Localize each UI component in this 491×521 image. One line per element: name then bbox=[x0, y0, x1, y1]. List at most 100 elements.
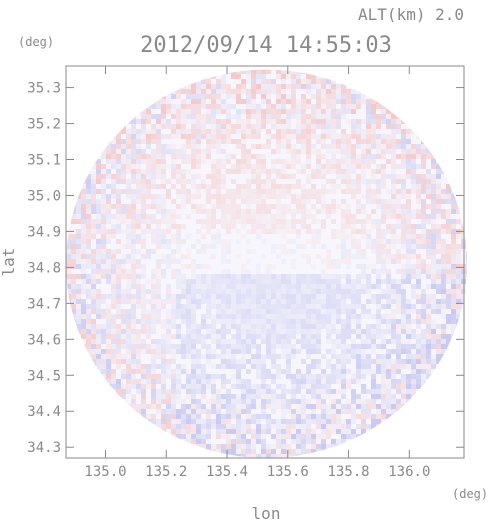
field-cell bbox=[441, 274, 446, 279]
field-cell bbox=[301, 339, 306, 344]
field-cell bbox=[206, 429, 211, 434]
field-cell bbox=[231, 349, 236, 354]
field-cell bbox=[371, 374, 376, 379]
field-cell bbox=[236, 299, 241, 304]
field-cell bbox=[436, 179, 441, 184]
field-cell bbox=[221, 429, 226, 434]
field-cell bbox=[166, 344, 171, 349]
field-cell bbox=[171, 109, 176, 114]
field-cell bbox=[181, 404, 186, 409]
field-cell bbox=[291, 104, 296, 109]
field-cell bbox=[306, 144, 311, 149]
field-cell bbox=[456, 309, 461, 314]
field-cell bbox=[126, 214, 131, 219]
field-cell bbox=[211, 239, 216, 244]
field-cell bbox=[266, 299, 271, 304]
field-cell bbox=[211, 219, 216, 224]
field-cell bbox=[141, 194, 146, 199]
field-cell bbox=[151, 159, 156, 164]
field-cell bbox=[251, 209, 256, 214]
field-cell bbox=[246, 279, 251, 284]
field-cell bbox=[261, 99, 266, 104]
field-cell bbox=[81, 184, 86, 189]
field-cell bbox=[141, 384, 146, 389]
field-cell bbox=[386, 364, 391, 369]
field-cell bbox=[321, 169, 326, 174]
field-cell bbox=[71, 264, 76, 269]
field-cell bbox=[256, 189, 261, 194]
field-cell bbox=[396, 384, 401, 389]
field-cell bbox=[141, 399, 146, 404]
field-cell bbox=[291, 209, 296, 214]
y-tick-label: 35.1 bbox=[27, 153, 61, 169]
field-cell bbox=[426, 189, 431, 194]
field-cell bbox=[266, 184, 271, 189]
field-cell bbox=[371, 159, 376, 164]
field-cell bbox=[136, 364, 141, 369]
field-cell bbox=[341, 214, 346, 219]
field-cell bbox=[231, 344, 236, 349]
field-cell bbox=[271, 334, 276, 339]
field-cell bbox=[81, 304, 86, 309]
field-cell bbox=[256, 434, 261, 439]
field-cell bbox=[216, 219, 221, 224]
field-cell bbox=[101, 349, 106, 354]
field-cell bbox=[326, 314, 331, 319]
field-cell bbox=[451, 219, 456, 224]
field-cell bbox=[191, 419, 196, 424]
field-cell bbox=[416, 379, 421, 384]
field-cell bbox=[271, 299, 276, 304]
field-cell bbox=[211, 274, 216, 279]
field-cell bbox=[436, 199, 441, 204]
field-cell bbox=[406, 379, 411, 384]
field-cell bbox=[126, 244, 131, 249]
field-cell bbox=[351, 254, 356, 259]
field-cell bbox=[356, 299, 361, 304]
field-cell bbox=[381, 199, 386, 204]
field-cell bbox=[271, 324, 276, 329]
field-cell bbox=[96, 359, 101, 364]
field-cell bbox=[176, 134, 181, 139]
field-cell bbox=[306, 274, 311, 279]
field-cell bbox=[351, 189, 356, 194]
field-cell bbox=[76, 194, 81, 199]
field-cell bbox=[226, 329, 231, 334]
field-cell bbox=[201, 364, 206, 369]
field-cell bbox=[146, 104, 151, 109]
field-cell bbox=[371, 414, 376, 419]
field-cell bbox=[281, 304, 286, 309]
field-cell bbox=[171, 239, 176, 244]
field-cell bbox=[336, 439, 341, 444]
field-cell bbox=[371, 324, 376, 329]
field-cell bbox=[96, 289, 101, 294]
field-cell bbox=[271, 194, 276, 199]
field-cell bbox=[376, 154, 381, 159]
field-cell bbox=[146, 289, 151, 294]
field-cell bbox=[161, 204, 166, 209]
field-cell bbox=[436, 239, 441, 244]
field-cell bbox=[431, 294, 436, 299]
field-cell bbox=[341, 169, 346, 174]
field-cell bbox=[361, 284, 366, 289]
field-cell bbox=[231, 384, 236, 389]
field-cell bbox=[141, 314, 146, 319]
field-cell bbox=[236, 229, 241, 234]
field-cell bbox=[381, 229, 386, 234]
field-cell bbox=[136, 339, 141, 344]
field-cell bbox=[331, 99, 336, 104]
field-cell bbox=[226, 124, 231, 129]
field-cell bbox=[251, 449, 256, 454]
field-cell bbox=[451, 304, 456, 309]
field-cell bbox=[136, 194, 141, 199]
field-cell bbox=[186, 194, 191, 199]
x-tick-label: 135.8 bbox=[327, 464, 369, 480]
field-cell bbox=[451, 199, 456, 204]
field-cell bbox=[156, 119, 161, 124]
field-cell bbox=[316, 349, 321, 354]
field-cell bbox=[321, 284, 326, 289]
field-cell bbox=[451, 274, 456, 279]
field-cell bbox=[226, 84, 231, 89]
field-cell bbox=[261, 374, 266, 379]
field-cell bbox=[321, 154, 326, 159]
field-cell bbox=[391, 159, 396, 164]
